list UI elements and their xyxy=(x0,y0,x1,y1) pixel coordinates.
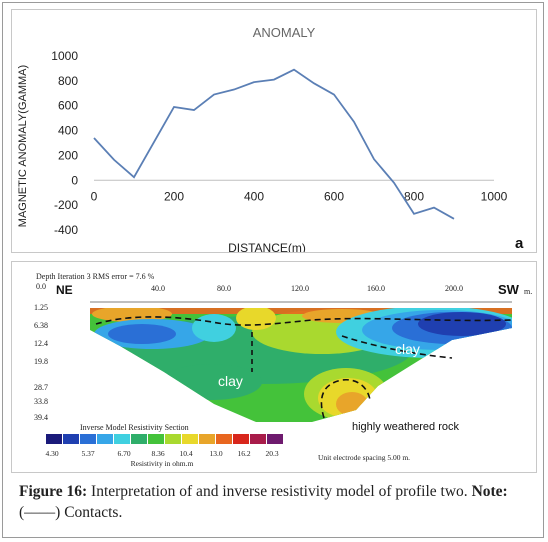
legend-swatch xyxy=(199,434,215,444)
legend-swatch xyxy=(80,434,96,444)
section-header: Depth Iteration 3 RMS error = 7.6 % xyxy=(36,272,155,281)
y-tick-label: 200 xyxy=(58,148,78,162)
rock-label: highly weathered rock xyxy=(352,421,460,433)
depth-label: 12.4 xyxy=(34,339,48,348)
figure-frame: ANOMALY MAGNETIC ANOMALY(GAMMA) DISTANCE… xyxy=(2,2,544,538)
legend-value: 16.2 xyxy=(237,449,250,458)
legend-title: Inverse Model Resistivity Section xyxy=(80,423,189,432)
legend-unit: Resistivity in ohm.m xyxy=(131,459,194,468)
legend-swatch xyxy=(165,434,181,444)
legend-swatch xyxy=(250,434,266,444)
depth-label: 19.8 xyxy=(34,357,48,366)
legend-value: 10.4 xyxy=(179,449,192,458)
y-tick-label: -400 xyxy=(54,223,78,237)
y-tick-label: -200 xyxy=(54,198,78,212)
legend-swatch xyxy=(148,434,164,444)
contact-line xyxy=(95,316,513,326)
legend-swatch xyxy=(267,434,283,444)
clay-label-center: clay xyxy=(218,373,243,389)
x-tick-label: 600 xyxy=(324,189,344,203)
depth-label: 28.7 xyxy=(34,383,48,392)
sw-label: SW xyxy=(498,282,520,297)
legend-value: 6.70 xyxy=(117,449,130,458)
distance-unit: m. xyxy=(524,287,532,296)
panel-label-a: a xyxy=(515,235,524,252)
resistivity-section: Depth Iteration 3 RMS error = 7.6 % 0.0 … xyxy=(34,272,532,468)
legend-swatch xyxy=(114,434,130,444)
legend-swatch xyxy=(233,434,249,444)
distance-tick: 80.0 xyxy=(217,284,231,293)
electrode-spacing: Unit electrode spacing 5.00 m. xyxy=(318,453,410,462)
clay-label-right: clay xyxy=(395,341,420,357)
chart-tick-labels: 1000 800 600 400 200 0 -200 -400 0 200 400 600 800 10… xyxy=(51,49,507,237)
section-origin: 0.0 xyxy=(36,282,46,291)
legend-swatch xyxy=(131,434,147,444)
legend-value: 4.30 xyxy=(45,449,58,458)
legend-value: 20.3 xyxy=(265,449,278,458)
chart-title: ANOMALY xyxy=(253,25,316,40)
legend-color-scale xyxy=(46,434,283,444)
contact-line xyxy=(320,378,371,419)
y-tick-label: 400 xyxy=(58,124,78,138)
legend-value: 13.0 xyxy=(209,449,222,458)
anomaly-chart-panel: ANOMALY MAGNETIC ANOMALY(GAMMA) DISTANCE… xyxy=(11,9,537,255)
y-tick-label: 0 xyxy=(71,173,78,187)
caption-label: Figure 16: xyxy=(19,483,88,500)
legend-swatch xyxy=(216,434,232,444)
x-tick-label: 200 xyxy=(164,189,184,203)
distance-tick: 160.0 xyxy=(367,284,385,293)
resistivity-section-panel: Depth Iteration 3 RMS error = 7.6 % 0.0 … xyxy=(11,261,537,473)
ne-label: NE xyxy=(56,283,73,297)
caption-note-label: Note: xyxy=(471,483,508,500)
contact-line xyxy=(341,335,453,359)
depth-label: 1.25 xyxy=(34,303,48,312)
figure-caption: Figure 16: Interpretation of and inverse… xyxy=(19,481,535,523)
x-tick-label: 400 xyxy=(244,189,264,203)
x-tick-label: 1000 xyxy=(481,189,508,203)
depth-label: 6.38 xyxy=(34,321,48,330)
caption-note-text: (––––) Contacts. xyxy=(19,504,123,521)
anomaly-series-line xyxy=(93,68,455,220)
x-tick-label: 0 xyxy=(91,189,98,203)
y-tick-label: 600 xyxy=(58,99,78,113)
legend-value: 5.37 xyxy=(81,449,94,458)
caption-text: Interpretation of and inverse resistivit… xyxy=(87,483,472,500)
y-tick-label: 1000 xyxy=(51,49,78,63)
distance-tick: 40.0 xyxy=(151,284,165,293)
legend-swatch xyxy=(97,434,113,444)
distance-tick: 200.0 xyxy=(445,284,463,293)
legend-swatch xyxy=(46,434,62,444)
legend-swatch xyxy=(182,434,198,444)
x-tick-label: 800 xyxy=(404,189,424,203)
distance-tick: 120.0 xyxy=(291,284,309,293)
legend-value: 8.36 xyxy=(151,449,164,458)
y-tick-label: 800 xyxy=(58,74,78,88)
anomaly-chart: ANOMALY MAGNETIC ANOMALY(GAMMA) DISTANCE… xyxy=(17,25,524,255)
depth-label: 33.8 xyxy=(34,397,48,406)
x-axis-label: DISTANCE(m) xyxy=(228,241,306,252)
legend-swatch xyxy=(63,434,79,444)
depth-label: 39.4 xyxy=(34,413,48,422)
y-axis-label: MAGNETIC ANOMALY(GAMMA) xyxy=(17,65,29,227)
